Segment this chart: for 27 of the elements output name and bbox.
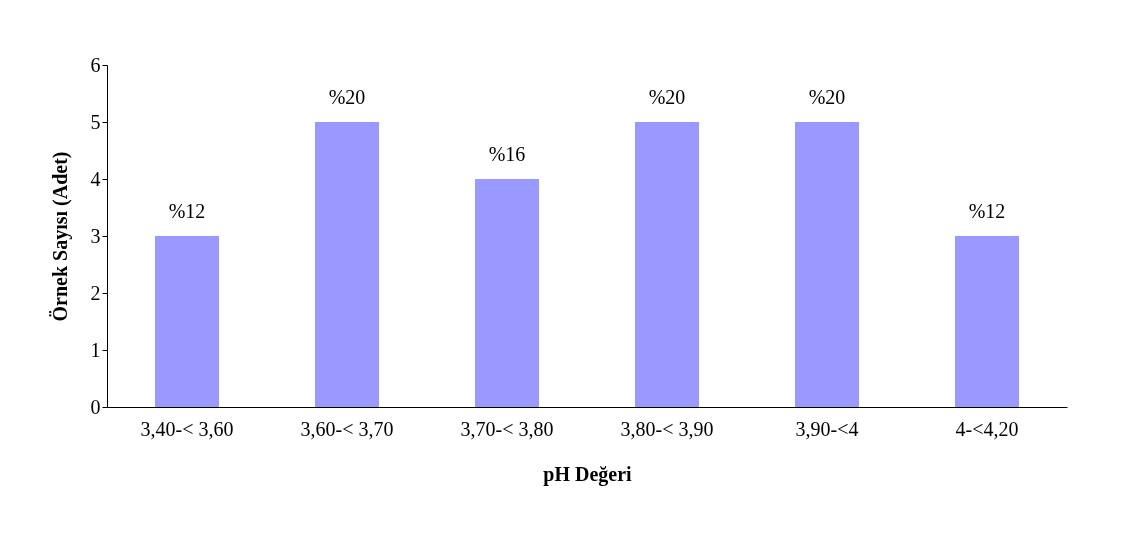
annotation: %20 bbox=[648, 86, 686, 108]
x-tick-label: 4-<4,20 bbox=[955, 417, 1019, 440]
annotation: %12 bbox=[168, 200, 206, 222]
x-axis-title: pH Değeri bbox=[543, 462, 633, 486]
bar bbox=[795, 122, 859, 407]
y-axis-title: Örnek Sayısı (Adet) bbox=[48, 151, 72, 322]
x-tick-label: 3,60-< 3,70 bbox=[300, 417, 394, 440]
bar bbox=[635, 122, 699, 407]
annotation: %20 bbox=[328, 86, 366, 108]
bar bbox=[155, 236, 219, 407]
annotation: %12 bbox=[968, 200, 1006, 222]
y-tick-label: 2 bbox=[90, 281, 101, 304]
bar bbox=[315, 122, 379, 407]
y-tick-label: 5 bbox=[90, 110, 101, 133]
x-tick-label: 3,70-< 3,80 bbox=[460, 417, 554, 440]
y-tick-label: 6 bbox=[90, 53, 101, 76]
annotation: %20 bbox=[808, 86, 846, 108]
y-tick-label: 1 bbox=[90, 338, 101, 361]
bar bbox=[955, 236, 1019, 407]
y-tick-label: 0 bbox=[90, 395, 101, 418]
x-tick-label: 3,90-<4 bbox=[795, 417, 859, 440]
x-tick-label: 3,80-< 3,90 bbox=[620, 417, 714, 440]
bar bbox=[475, 179, 539, 407]
y-tick-label: 4 bbox=[90, 167, 101, 190]
annotation: %16 bbox=[488, 143, 526, 165]
x-tick-label: 3,40-< 3,60 bbox=[140, 417, 234, 440]
y-tick-label: 3 bbox=[90, 224, 101, 247]
